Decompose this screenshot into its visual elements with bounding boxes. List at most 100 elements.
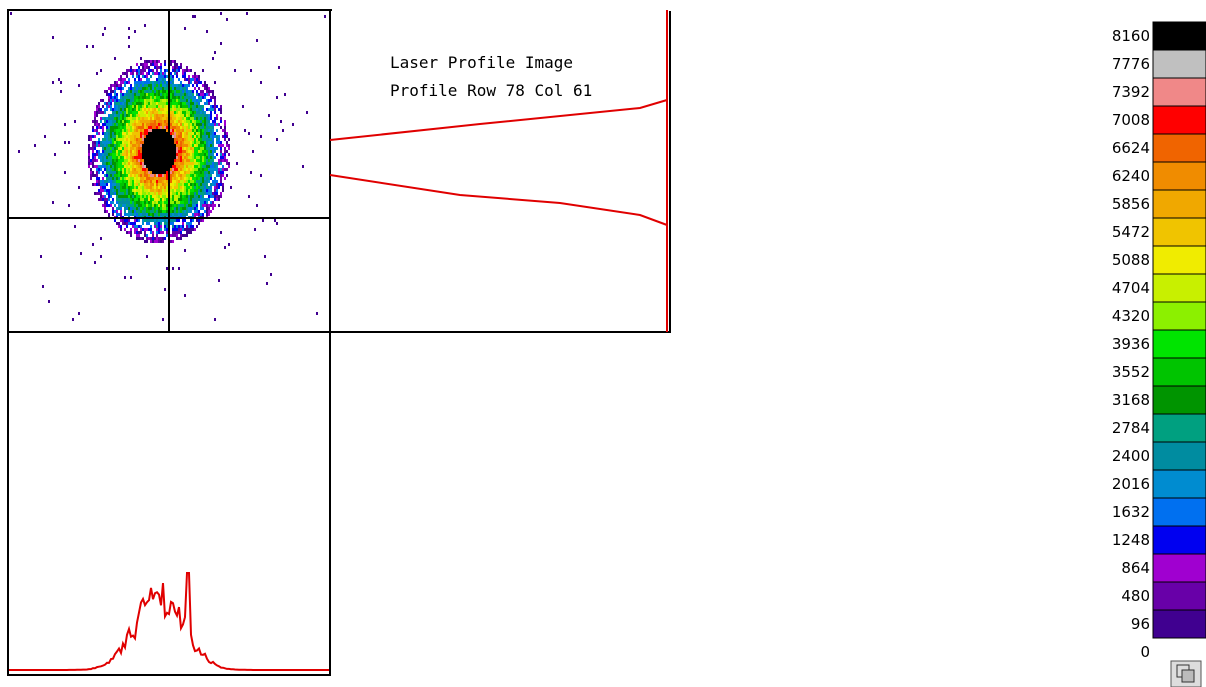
pixel	[206, 150, 208, 153]
pixel	[118, 135, 120, 138]
pixel	[144, 174, 146, 177]
pixel	[184, 108, 186, 111]
pixel	[226, 144, 228, 147]
pixel	[100, 144, 102, 147]
pixel	[140, 147, 142, 150]
pixel	[188, 192, 190, 195]
pixel	[188, 102, 190, 105]
pixel	[154, 84, 156, 87]
pixel	[162, 180, 164, 183]
pixel	[140, 192, 142, 195]
pixel	[190, 114, 192, 117]
pixel	[112, 198, 114, 201]
pixel	[206, 165, 208, 168]
pixel	[134, 231, 136, 234]
pixel	[206, 180, 208, 183]
pixel	[280, 120, 282, 123]
pixel	[150, 219, 152, 222]
pixel	[198, 180, 200, 183]
pixel	[174, 165, 176, 168]
pixel	[210, 117, 212, 120]
pixel	[118, 126, 120, 129]
pixel	[136, 150, 138, 153]
pixel	[204, 174, 206, 177]
pixel	[120, 141, 122, 144]
pixel	[116, 159, 118, 162]
pixel	[152, 93, 154, 96]
pixel	[128, 27, 130, 30]
pixel	[116, 111, 118, 114]
pixel	[140, 183, 142, 186]
pixel	[142, 153, 144, 156]
pixel	[204, 198, 206, 201]
pixel	[196, 219, 198, 222]
pixel	[172, 75, 174, 78]
pixel	[164, 99, 166, 102]
pixel	[152, 186, 154, 189]
pixel	[152, 123, 154, 126]
pixel	[112, 123, 114, 126]
pixel	[98, 108, 100, 111]
pixel	[132, 132, 134, 135]
pixel	[86, 45, 88, 48]
pixel	[158, 165, 160, 168]
pixel	[200, 108, 202, 111]
pixel	[194, 81, 196, 84]
pixel	[202, 129, 204, 132]
pixel	[146, 204, 148, 207]
pixel	[134, 228, 136, 231]
pixel	[206, 87, 208, 90]
pixel	[172, 114, 174, 117]
pixel	[160, 120, 162, 123]
pixel	[218, 174, 220, 177]
pixel	[144, 120, 146, 123]
pixel	[134, 180, 136, 183]
pixel	[126, 141, 128, 144]
pixel	[188, 81, 190, 84]
pixel	[172, 198, 174, 201]
pixel	[208, 132, 210, 135]
pixel	[114, 141, 116, 144]
pixel	[152, 210, 154, 213]
pixel	[154, 240, 156, 243]
pixel	[186, 207, 188, 210]
pixel	[190, 90, 192, 93]
pixel	[174, 174, 176, 177]
pixel	[216, 174, 218, 177]
pixel	[148, 147, 150, 150]
pixel	[172, 60, 174, 63]
pixel	[130, 183, 132, 186]
pixel	[90, 138, 92, 141]
pixel	[230, 186, 232, 189]
pixel	[216, 153, 218, 156]
pixel	[88, 147, 90, 150]
pixel	[208, 102, 210, 105]
pixel	[116, 162, 118, 165]
pixel	[126, 225, 128, 228]
pixel	[170, 102, 172, 105]
pixel	[198, 111, 200, 114]
pixel	[134, 183, 136, 186]
pixel	[214, 99, 216, 102]
pixel	[174, 219, 176, 222]
pixel	[198, 78, 200, 81]
pixel	[220, 177, 222, 180]
pixel	[148, 114, 150, 117]
pixel	[122, 96, 124, 99]
pixel	[118, 108, 120, 111]
pixel	[102, 159, 104, 162]
pixel	[270, 273, 272, 276]
pixel	[214, 123, 216, 126]
pixel	[192, 144, 194, 147]
pixel	[178, 156, 180, 159]
pixel	[182, 141, 184, 144]
pixel	[112, 168, 114, 171]
pixel	[214, 195, 216, 198]
pixel	[180, 99, 182, 102]
pixel	[142, 123, 144, 126]
pixel	[210, 150, 212, 153]
pixel	[158, 156, 160, 159]
pixel	[106, 198, 108, 201]
pixel	[190, 153, 192, 156]
pixel	[106, 90, 108, 93]
